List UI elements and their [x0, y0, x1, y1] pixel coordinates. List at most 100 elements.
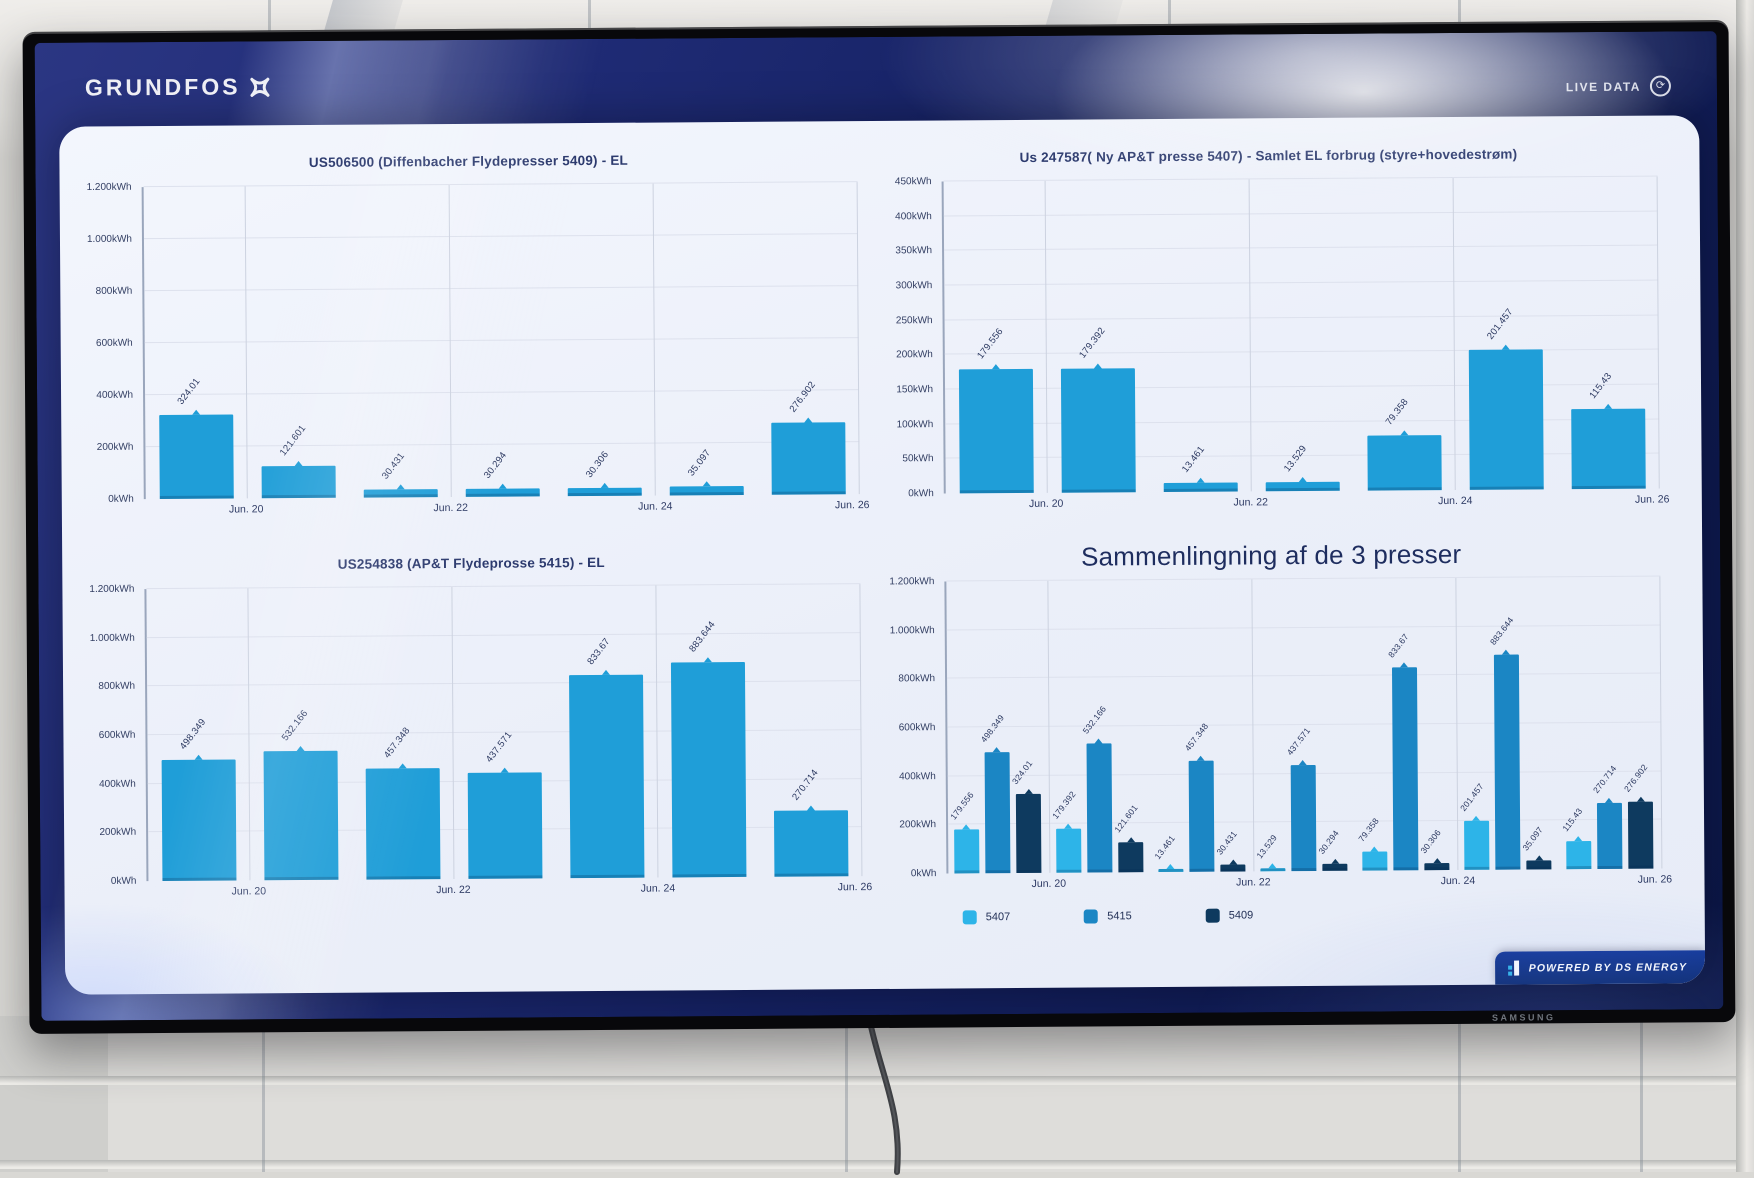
y-axis-label: 0kWh [908, 488, 934, 500]
x-axis-label: Jun. 22 [433, 501, 468, 515]
wall-seam [845, 1016, 848, 1172]
plot-area: 498.349 532.166 457.348 437.571 833.67 883.64… [144, 583, 863, 882]
y-axis-label: 450kWh [894, 176, 932, 188]
bar-value-label: 276.902 [787, 379, 819, 415]
y-axis-label: 1.200kWh [889, 576, 935, 588]
legend-item-5415: 5415 [1084, 909, 1132, 924]
grundfos-symbol-icon [249, 77, 270, 97]
bar-value-label: 30.431 [1214, 828, 1239, 857]
bar: 121.601 [1112, 803, 1144, 873]
x-axis: Jun. 20 Jun. 22 Jun. 24 Jun. 26 [144, 499, 870, 524]
bar: 30.306 [1418, 827, 1450, 871]
y-axis-label: 400kWh [96, 389, 134, 401]
bar-value-label: 883.644 [1487, 615, 1516, 647]
h-gridline [145, 441, 860, 448]
ds-energy-logo-icon [1507, 960, 1519, 976]
bar: 30.306 [567, 449, 642, 497]
h-gridline [143, 233, 858, 240]
bar: 179.556 [959, 326, 1034, 494]
live-data-label: LIVE DATA [1565, 79, 1641, 94]
legend-label: 5407 [985, 911, 1011, 924]
y-axis-label: 0kWh [910, 868, 937, 880]
bar-value-label: 883.644 [687, 619, 718, 655]
bar: 457.348 [365, 725, 441, 880]
bar: 437.571 [467, 729, 543, 879]
v-gridline [1251, 579, 1255, 872]
bar-value-label: 13.461 [1180, 443, 1208, 475]
bar: 179.556 [948, 790, 980, 874]
h-gridline [945, 418, 1660, 425]
bar-value-label: 276.902 [1621, 761, 1650, 794]
bar: 30.431 [363, 451, 438, 498]
bar: 324.01 [1010, 759, 1042, 874]
bar: 532.166 [263, 708, 339, 881]
v-gridline [1455, 577, 1459, 870]
wall-seam [262, 1016, 265, 1172]
y-axis-label: 50kWh [902, 453, 934, 465]
bar: 179.392 [1050, 790, 1082, 873]
v-gridline [856, 182, 860, 495]
bar-value-label: 121.601 [1112, 803, 1140, 835]
bar: 79.358 [1356, 816, 1388, 871]
bar: 35.097 [1520, 825, 1552, 870]
bar: 532.166 [1080, 703, 1113, 873]
h-gridline [143, 181, 858, 188]
v-gridline [1047, 580, 1051, 873]
bar-value-label: 79.358 [1355, 815, 1381, 844]
bar-chart: 0kWh 200kWh 400kWh 600kWh 800kWh 1.000kWh 1.20… [82, 583, 863, 887]
plot-area: 179.556 179.392 13.461 13.529 79.358 201.457 1… [941, 175, 1660, 494]
legend-swatch-5415 [1084, 909, 1099, 924]
legend-item-5409: 5409 [1205, 908, 1254, 923]
h-gridline [946, 624, 1661, 631]
x-axis: Jun. 20 Jun. 22 Jun. 24 Jun. 26 [146, 881, 873, 906]
h-gridline [147, 680, 862, 687]
x-axis: Jun. 20 Jun. 22 Jun. 24 Jun. 26 [946, 873, 1673, 899]
chart-us254838-5415: US254838 (AP&T Flydeprosse 5415) - EL 0k… [74, 537, 877, 987]
grundfos-wordmark: GRUNDFOS [84, 73, 241, 101]
bar: 13.461 [1163, 444, 1238, 493]
powered-by-label: POWERED BY DS ENERGY [1528, 960, 1688, 974]
y-axis-label: 200kWh [896, 349, 933, 361]
h-gridline [146, 631, 861, 638]
tv-screen: GRUNDFOS LIVE DATA ⟳ US506500 (Diffenbac… [34, 31, 1724, 1021]
legend-label: 5409 [1228, 909, 1254, 922]
chart-us247587-5407: Us 247587( Ny AP&T presse 5407) - Samlet… [871, 129, 1674, 533]
bar-value-label: 13.529 [1282, 443, 1310, 474]
bar-value-label: 437.571 [484, 729, 515, 765]
legend-label: 5415 [1107, 910, 1132, 923]
h-gridline [943, 175, 1658, 182]
bar-value-label: 324.01 [175, 375, 203, 407]
bar: 30.431 [1214, 829, 1246, 872]
bar-value-label: 532.166 [1080, 703, 1108, 736]
y-axis-label: 0kWh [108, 493, 134, 505]
h-gridline [944, 314, 1659, 321]
bar-value-label: 13.529 [1254, 832, 1279, 861]
y-axis-label: 600kWh [95, 337, 133, 349]
chart-title: Us 247587( Ny AP&T presse 5407) - Samlet… [1019, 146, 1518, 166]
bar: 13.529 [1265, 443, 1340, 492]
bar-value-label: 270.714 [1590, 763, 1619, 796]
bar-value-label: 179.392 [1077, 325, 1108, 361]
bar-value-label: 498.349 [978, 712, 1006, 745]
v-gridline [1659, 576, 1663, 869]
bar: 79.358 [1367, 397, 1442, 491]
bar: 201.457 [1458, 781, 1490, 870]
tv-cable [867, 1019, 901, 1175]
y-axis: 0kWh 200kWh 400kWh 600kWh 800kWh 1.000kWh 1.20… [882, 576, 946, 879]
y-axis-label: 350kWh [895, 245, 933, 257]
h-gridline [945, 383, 1660, 390]
x-axis-label: Jun. 26 [837, 881, 873, 894]
bar-value-label: 115.43 [1587, 370, 1615, 401]
bar-value-label: 179.556 [975, 325, 1006, 361]
refresh-icon: ⟳ [1649, 75, 1672, 97]
x-axis-label: Jun. 22 [1233, 496, 1268, 509]
x-axis-label: Jun. 24 [1438, 494, 1473, 508]
y-axis-label: 600kWh [898, 722, 936, 734]
bar-value-label: 457.348 [382, 725, 413, 761]
bar-value-label: 30.294 [482, 450, 510, 481]
bar-value-label: 121.601 [278, 423, 309, 459]
chart-comparison: Sammenlingning af de 3 presser 0kWh 200kW… [874, 531, 1677, 981]
bar-value-label: 35.097 [1520, 825, 1545, 853]
grouped-bar-chart: 0kWh 200kWh 400kWh 600kWh 800kWh 1.000kWh 1.20… [882, 575, 1663, 879]
legend-swatch-5409 [1205, 908, 1220, 923]
